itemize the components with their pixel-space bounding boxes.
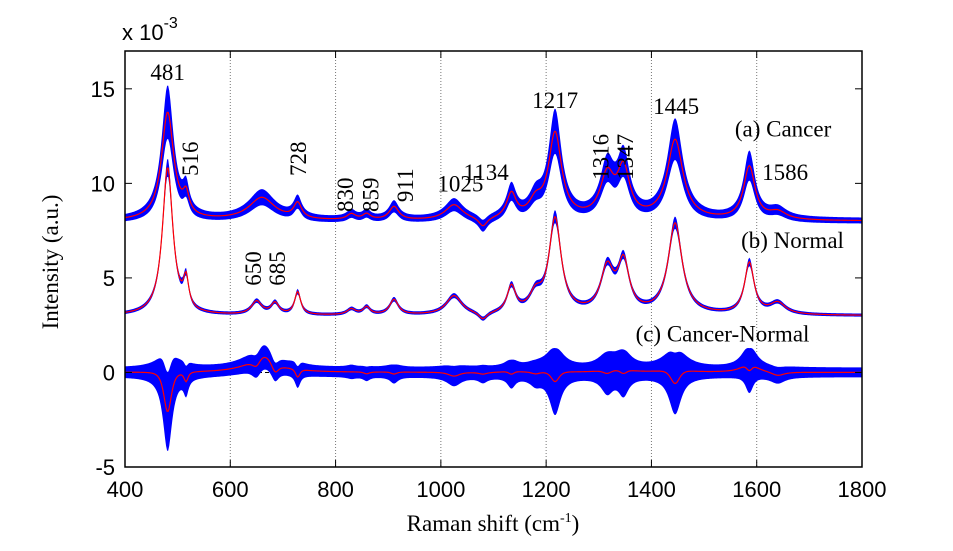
series-label: (a) Cancer (735, 117, 832, 142)
peak-annotation: 911 (393, 168, 418, 202)
y-tick-label: 10 (91, 171, 115, 196)
series-band-1 (125, 85, 862, 232)
x-axis-label: Raman shift (cm-1) (407, 511, 580, 536)
y-multiplier: x 10-3 (122, 15, 178, 45)
y-tick-label: 5 (103, 266, 115, 291)
x-tick-label: 1800 (838, 477, 887, 502)
peak-annotation: 830 (333, 177, 358, 212)
y-axis-label: Intensity (a.u.) (38, 195, 63, 330)
x-tick-label: 800 (317, 477, 354, 502)
peak-annotation: 650 (241, 251, 266, 286)
y-tick-label: 0 (103, 360, 115, 385)
peak-annotation: 1445 (653, 94, 699, 119)
series-mean-line-2 (124, 167, 863, 320)
series-label: (c) Cancer-Normal (636, 322, 810, 347)
x-tick-label: 1400 (627, 477, 676, 502)
peak-annotation: 516 (178, 142, 203, 177)
series-label: (b) Normal (741, 228, 844, 253)
peak-annotation: 1025 (437, 171, 483, 196)
peak-annotation: 1134 (464, 160, 510, 185)
series-mean-line-1 (124, 111, 863, 227)
peak-annotation: 481 (150, 60, 185, 85)
peak-annotation: 1586 (762, 160, 808, 185)
x-tick-label: 600 (212, 477, 249, 502)
x-tick-label: 1600 (732, 477, 781, 502)
x-tick-label: 1000 (416, 477, 465, 502)
peak-annotation: 728 (286, 142, 311, 177)
y-tick-label: -5 (95, 455, 115, 480)
peak-annotation: 1217 (532, 88, 578, 113)
x-tick-label: 1200 (522, 477, 571, 502)
y-tick-label: 15 (91, 77, 115, 102)
peak-annotation: 685 (265, 251, 290, 286)
peak-annotation: 859 (358, 177, 383, 212)
series-mean-line-3 (124, 356, 863, 412)
peak-annotation: 1347 (613, 134, 638, 180)
series-band-3 (125, 345, 862, 451)
axes: 400 600 800 1000 1200 1400 1600 1800 -5 0 5 10 15 481… (91, 50, 887, 502)
axes-frame (124, 50, 863, 468)
plot-area (124, 51, 863, 467)
peak-annotation: 1316 (588, 134, 613, 180)
x-tick-label: 400 (107, 477, 144, 502)
